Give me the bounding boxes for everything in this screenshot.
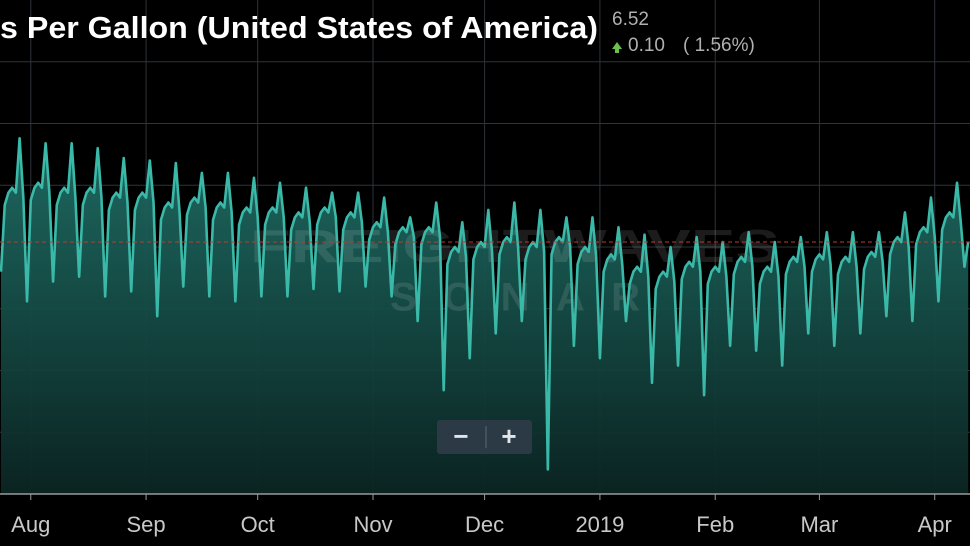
area-fill: [1, 138, 969, 494]
area-layer: [1, 138, 969, 494]
x-tick-label: Nov: [353, 512, 392, 537]
x-axis: Aug Sep Oct Nov Dec 2019 Feb Mar Apr: [0, 493, 970, 537]
zoom-out-button[interactable]: −: [453, 421, 468, 451]
x-tick-label: Dec: [465, 512, 504, 537]
up-arrow: [612, 42, 622, 53]
zoom-in-button[interactable]: +: [501, 421, 516, 451]
line: [0, 137, 970, 471]
last-value: 6.52: [612, 9, 649, 30]
x-tick-label: 2019: [575, 512, 624, 537]
zoom-panel: [437, 420, 532, 454]
x-tick-label: Sep: [127, 512, 166, 537]
change-percent: ( 1.56%): [683, 35, 755, 56]
zoom-controls: − +: [437, 420, 532, 454]
x-tick-label: Apr: [918, 512, 952, 537]
x-tick-label: Oct: [241, 512, 275, 537]
x-tick-label: Aug: [11, 512, 50, 537]
x-tick-label: Feb: [696, 512, 734, 537]
line-layer: [0, 137, 970, 471]
chart-title: s Per Gallon (United States of America): [0, 10, 598, 45]
change: 0.10: [628, 35, 665, 56]
x-tick-label: Mar: [800, 512, 838, 537]
